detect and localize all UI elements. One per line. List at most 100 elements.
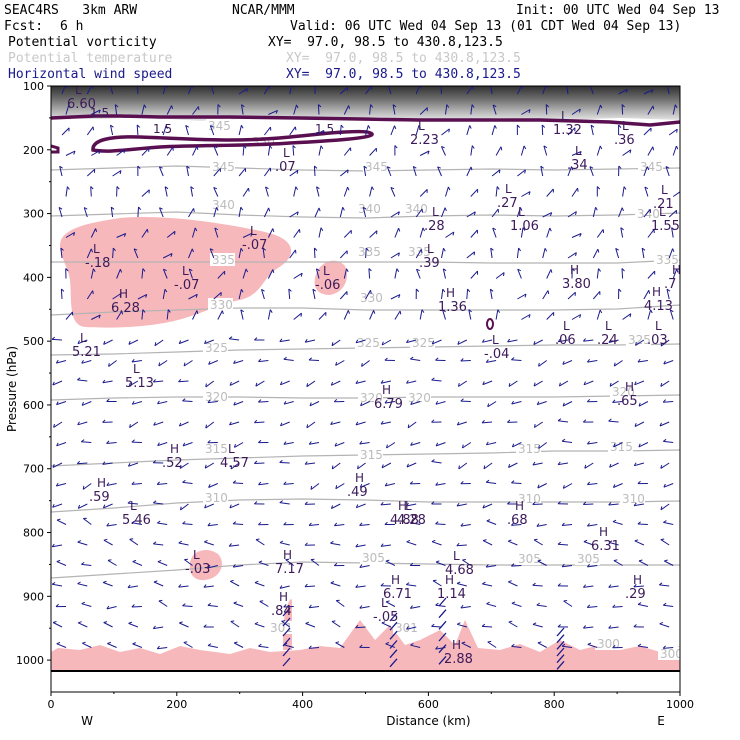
- wind-barb-tick: [217, 104, 221, 108]
- wind-barb-tick: [533, 341, 536, 345]
- wind-barb: [482, 380, 493, 386]
- wind-barb: [258, 401, 269, 403]
- wind-barb-tick: [154, 342, 157, 346]
- wind-barb: [360, 483, 370, 488]
- wind-barb: [538, 442, 548, 449]
- wind-barb: [359, 606, 370, 609]
- wind-barb-tick: [511, 563, 515, 567]
- wind-barb: [179, 622, 189, 628]
- wind-barb-tick: [384, 482, 388, 487]
- wind-barb-tick: [485, 479, 490, 483]
- wind-barb-tick: [633, 624, 637, 628]
- wind-barb: [355, 380, 366, 384]
- wind-barb: [410, 401, 421, 405]
- wind-barb-tick: [314, 165, 318, 169]
- wind-barb-tick: [295, 186, 299, 191]
- wind-barb: [406, 462, 417, 468]
- wind-barb: [512, 442, 522, 448]
- wind-barb: [533, 380, 543, 387]
- wind-barb-tick: [490, 288, 494, 292]
- wind-barb: [406, 339, 417, 344]
- wind-barb-tick: [583, 584, 586, 588]
- wind-barb: [166, 146, 174, 156]
- extremum-marker: H: [391, 573, 400, 587]
- wind-barb-tick: [508, 464, 511, 468]
- wind-barb-tick: [415, 288, 420, 292]
- wind-barb-tick: [583, 338, 586, 342]
- wind-barb-tick: [357, 465, 359, 469]
- wind-barb: [562, 440, 573, 443]
- wind-barb-tick: [579, 151, 582, 155]
- wind-barb: [334, 442, 345, 447]
- wind-barb-tick: [195, 294, 198, 298]
- wind-barb: [217, 310, 223, 320]
- wind-barb-tick: [228, 336, 233, 340]
- wind-barb: [659, 623, 670, 628]
- wind-barb-tick: [662, 399, 666, 403]
- wind-barb: [267, 309, 271, 320]
- extremum-value: .03: [647, 333, 668, 348]
- wind-barb-tick: [330, 581, 335, 584]
- isentrope-label-bg: [358, 291, 383, 304]
- isentrope-label: 320: [408, 391, 431, 405]
- wind-barb-tick: [482, 581, 486, 585]
- wind-barb-tick: [167, 309, 171, 313]
- wind-barb-tick: [380, 420, 384, 425]
- wind-barb: [339, 207, 344, 218]
- wind-barb-tick: [320, 227, 324, 231]
- wind-barb: [279, 462, 290, 464]
- wind-barb: [65, 311, 73, 320]
- wind-barb-tick: [523, 145, 527, 150]
- wind-barb-tick: [182, 479, 186, 483]
- wind-barb-tick: [77, 504, 81, 509]
- wind-barb-tick: [240, 206, 244, 211]
- wind-barb: [106, 442, 117, 444]
- wind-barb: [511, 359, 522, 361]
- wind-barb-tick: [179, 464, 182, 469]
- wind-barb: [466, 211, 476, 218]
- wind-barb: [90, 268, 94, 279]
- wind-barb-tick: [507, 338, 511, 343]
- wind-barb-tick: [380, 501, 384, 506]
- wind-barb-tick: [629, 149, 632, 154]
- wind-barb-tick: [469, 125, 472, 129]
- wind-barb: [541, 124, 544, 136]
- wind-barb-tick: [561, 438, 566, 442]
- wind-barb: [162, 125, 167, 136]
- wind-barb: [609, 380, 619, 387]
- wind-barb-tick: [228, 543, 232, 547]
- wind-barb: [205, 421, 215, 429]
- wind-barb: [659, 421, 670, 427]
- wind-barb: [141, 147, 150, 156]
- wind-barb-tick: [145, 294, 148, 298]
- wind-barb: [487, 641, 497, 648]
- wind-barb-tick: [59, 165, 63, 169]
- extremum-marker: H: [672, 263, 681, 277]
- wind-barb-tick: [68, 104, 71, 109]
- wind-barb: [466, 86, 474, 95]
- wind-barb: [660, 503, 670, 511]
- field-theta-xy: XY= 97.0, 98.5 to 430.8,123.5: [286, 51, 521, 66]
- wind-barb-tick: [384, 399, 388, 404]
- wind-barb-tick: [473, 211, 476, 216]
- wind-barb: [557, 543, 569, 546]
- wind-barb-tick: [456, 421, 460, 426]
- isentrope-label-bg: [358, 448, 383, 461]
- pv-contour-edge: [51, 144, 60, 154]
- wind-barb: [634, 503, 644, 507]
- wind-barb-tick: [80, 439, 85, 443]
- wind-barb-tick: [663, 520, 667, 523]
- wind-barb: [441, 248, 444, 259]
- wind-barb-tick: [279, 381, 283, 386]
- extremum-value: .36: [614, 133, 635, 148]
- extremum-marker: L: [622, 119, 629, 133]
- wind-barb-tick: [292, 86, 295, 88]
- wind-barb-tick: [330, 505, 334, 509]
- wind-barb: [60, 288, 63, 300]
- wind-barb: [369, 147, 377, 156]
- wind-barb: [365, 86, 372, 95]
- wind-barb: [562, 524, 573, 526]
- wind-barb: [207, 645, 218, 648]
- wind-barb-tick: [308, 604, 312, 609]
- wind-barb: [308, 359, 320, 361]
